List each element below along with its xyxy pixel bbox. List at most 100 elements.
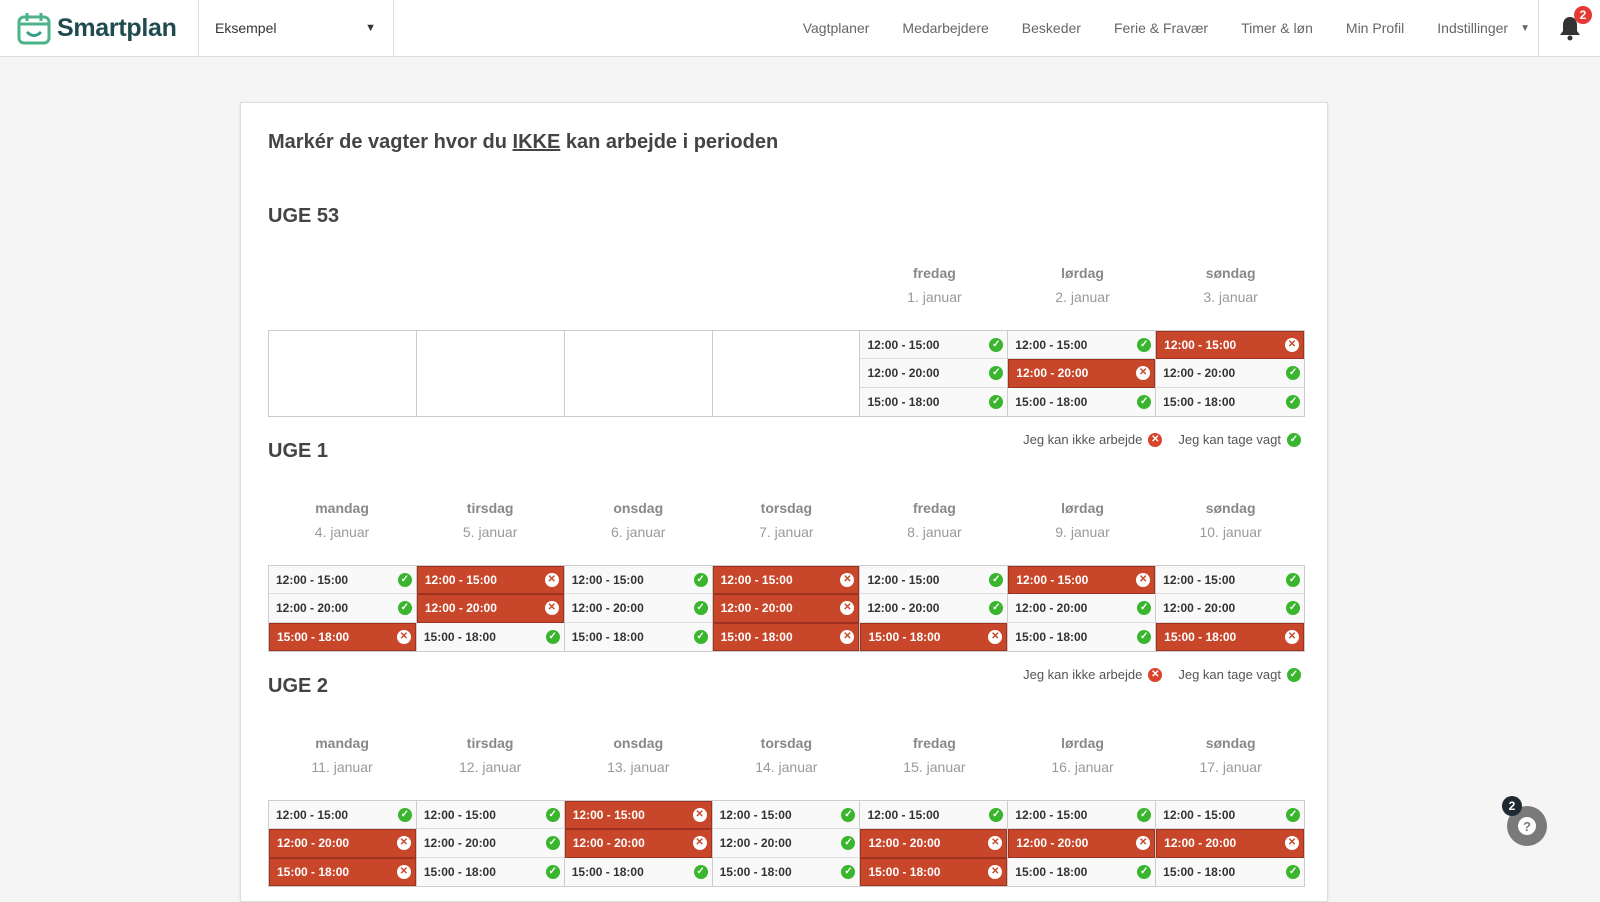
day-header: tirsdag 5. januar bbox=[416, 500, 564, 554]
day-name: lørdag bbox=[1061, 735, 1104, 751]
shift-toggle[interactable]: 12:00 - 20:00 ✕ bbox=[416, 594, 564, 623]
shift-toggle[interactable]: 12:00 - 20:00 ✓ bbox=[1156, 359, 1305, 388]
x-circle-icon: ✕ bbox=[396, 836, 411, 851]
chevron-down-icon[interactable]: ▼ bbox=[1520, 22, 1530, 34]
shift-toggle[interactable]: 12:00 - 15:00 ✓ bbox=[269, 566, 416, 595]
day-header: torsdag 14. januar bbox=[712, 735, 860, 789]
shift-toggle[interactable]: 12:00 - 20:00 ✕ bbox=[1008, 359, 1156, 388]
nav-ferie-fravaer[interactable]: Ferie & Fravær bbox=[1113, 20, 1209, 36]
shift-toggle[interactable]: 12:00 - 15:00 ✓ bbox=[860, 801, 1008, 830]
shift-toggle[interactable]: 15:00 - 18:00 ✓ bbox=[1008, 857, 1156, 886]
shift-time: 15:00 - 18:00 bbox=[1163, 864, 1236, 879]
shift-toggle[interactable]: 12:00 - 20:00 ✓ bbox=[860, 594, 1008, 623]
shift-toggle[interactable]: 15:00 - 18:00 ✓ bbox=[860, 387, 1008, 416]
day-column: 12:00 - 15:00 ✓ 12:00 - 20:00 ✕ 15:00 - 18:0… bbox=[1156, 801, 1305, 886]
shift-toggle[interactable]: 12:00 - 20:00 ✓ bbox=[269, 594, 416, 623]
shift-toggle[interactable]: 15:00 - 18:00 ✕ bbox=[712, 622, 860, 651]
notifications-button[interactable]: 2 bbox=[1538, 0, 1600, 57]
shift-toggle[interactable]: 15:00 - 18:00 ✓ bbox=[1156, 387, 1305, 416]
shift-toggle[interactable]: 12:00 - 15:00 ✓ bbox=[1008, 801, 1156, 830]
shift-toggle[interactable]: 12:00 - 15:00 ✓ bbox=[1008, 331, 1156, 360]
shift-toggle[interactable]: 12:00 - 15:00 ✓ bbox=[564, 566, 712, 595]
nav-indstillinger[interactable]: Indstillinger bbox=[1437, 20, 1509, 36]
shift-toggle[interactable]: 15:00 - 18:00 ✓ bbox=[1008, 622, 1156, 651]
day-column: 12:00 - 15:00 ✕ 12:00 - 20:00 ✓ 15:00 - 18:0… bbox=[1008, 566, 1157, 651]
day-date: 8. januar bbox=[907, 524, 962, 540]
shift-time: 12:00 - 20:00 bbox=[572, 836, 645, 851]
check-circle-icon: ✓ bbox=[1286, 864, 1301, 879]
nav-beskeder[interactable]: Beskeder bbox=[1021, 20, 1081, 36]
day-date: 4. januar bbox=[314, 524, 370, 540]
shift-toggle[interactable]: 12:00 - 20:00 ✓ bbox=[860, 359, 1008, 388]
check-circle-icon: ✓ bbox=[841, 864, 856, 879]
shift-toggle[interactable]: 15:00 - 18:00 ✕ bbox=[860, 622, 1008, 651]
shift-toggle[interactable]: 12:00 - 15:00 ✓ bbox=[269, 801, 416, 830]
shift-toggle[interactable]: 15:00 - 18:00 ✓ bbox=[564, 622, 712, 651]
shift-toggle[interactable]: 15:00 - 18:00 ✕ bbox=[1156, 622, 1305, 651]
check-circle-icon: ✓ bbox=[1286, 572, 1301, 587]
shift-toggle[interactable]: 12:00 - 20:00 ✓ bbox=[1008, 594, 1156, 623]
week-section: UGE 1 mandag 4. januar tirsdag 5. januar onsd… bbox=[268, 440, 1305, 682]
shift-toggle[interactable]: 12:00 - 20:00 ✕ bbox=[269, 829, 416, 858]
shift-toggle[interactable]: 12:00 - 20:00 ✕ bbox=[1008, 829, 1156, 858]
shift-toggle[interactable]: 12:00 - 15:00 ✓ bbox=[860, 331, 1008, 360]
check-circle-icon: ✓ bbox=[397, 572, 412, 587]
shift-toggle[interactable]: 12:00 - 15:00 ✕ bbox=[416, 566, 564, 595]
shift-toggle[interactable]: 12:00 - 20:00 ✕ bbox=[860, 829, 1008, 858]
check-circle-icon: ✓ bbox=[545, 835, 560, 850]
shift-time: 15:00 - 18:00 bbox=[868, 629, 941, 644]
nav-medarbejdere[interactable]: Medarbejdere bbox=[902, 20, 989, 36]
day-header: lørdag 9. januar bbox=[1008, 500, 1156, 554]
day-header: mandag 11. januar bbox=[268, 735, 416, 789]
organization-select[interactable]: Eksempel ▼ bbox=[199, 0, 394, 57]
check-circle-icon: ✓ bbox=[693, 572, 708, 587]
day-column bbox=[713, 331, 861, 416]
shift-toggle[interactable]: 12:00 - 20:00 ✓ bbox=[564, 594, 712, 623]
nav-vagtplaner[interactable]: Vagtplaner bbox=[802, 20, 870, 36]
shift-toggle[interactable]: 12:00 - 20:00 ✕ bbox=[1156, 829, 1305, 858]
shift-toggle[interactable]: 12:00 - 15:00 ✓ bbox=[712, 801, 860, 830]
shift-time: 12:00 - 15:00 bbox=[719, 807, 792, 822]
check-circle-icon: ✓ bbox=[1137, 394, 1152, 409]
day-column: 12:00 - 15:00 ✓ 12:00 - 20:00 ✓ 15:00 - 18:0… bbox=[416, 801, 565, 886]
nav-timer-lon[interactable]: Timer & løn bbox=[1241, 20, 1313, 36]
week-section: UGE 53 fredag 1. januar lørdag 2. januar sønd… bbox=[268, 205, 1305, 447]
shift-toggle[interactable]: 15:00 - 18:00 ✓ bbox=[416, 857, 564, 886]
shift-toggle[interactable]: 15:00 - 18:00 ✓ bbox=[564, 857, 712, 886]
shift-toggle[interactable]: 15:00 - 18:00 ✓ bbox=[416, 622, 564, 651]
shift-toggle[interactable]: 15:00 - 18:00 ✓ bbox=[1156, 857, 1305, 886]
check-circle-icon: ✓ bbox=[989, 337, 1004, 352]
day-date: 13. januar bbox=[607, 759, 670, 775]
shift-toggle[interactable]: 12:00 - 20:00 ✕ bbox=[564, 829, 712, 858]
shift-toggle[interactable]: 12:00 - 15:00 ✕ bbox=[712, 566, 860, 595]
shift-toggle[interactable]: 15:00 - 18:00 ✓ bbox=[712, 857, 860, 886]
shift-toggle[interactable]: 12:00 - 15:00 ✓ bbox=[1156, 566, 1305, 595]
chevron-down-icon: ▼ bbox=[365, 22, 376, 34]
shift-toggle[interactable]: 12:00 - 15:00 ✕ bbox=[1156, 331, 1305, 360]
nav-min-profil[interactable]: Min Profil bbox=[1345, 20, 1405, 36]
logo[interactable]: Smartplan bbox=[0, 0, 199, 57]
shift-toggle[interactable]: 12:00 - 15:00 ✓ bbox=[860, 566, 1008, 595]
shift-toggle[interactable]: 12:00 - 20:00 ✓ bbox=[712, 829, 860, 858]
shift-time: 15:00 - 18:00 bbox=[1015, 629, 1088, 644]
help-button[interactable]: ? 2 bbox=[1502, 796, 1547, 846]
shift-toggle[interactable]: 12:00 - 15:00 ✓ bbox=[416, 801, 564, 830]
shift-time: 12:00 - 15:00 bbox=[1015, 807, 1088, 822]
shift-toggle[interactable]: 12:00 - 15:00 ✕ bbox=[564, 801, 712, 830]
shift-toggle[interactable]: 12:00 - 15:00 ✓ bbox=[1156, 801, 1305, 830]
shift-toggle[interactable]: 15:00 - 18:00 ✓ bbox=[1008, 387, 1156, 416]
shift-toggle[interactable]: 15:00 - 18:00 ✕ bbox=[269, 622, 416, 651]
check-circle-icon: ✓ bbox=[989, 394, 1004, 409]
shift-toggle[interactable]: 15:00 - 18:00 ✕ bbox=[269, 857, 416, 886]
shift-toggle[interactable]: 12:00 - 20:00 ✓ bbox=[416, 829, 564, 858]
shift-time: 12:00 - 20:00 bbox=[1164, 836, 1237, 851]
day-column: 12:00 - 15:00 ✕ 12:00 - 20:00 ✓ 15:00 - 18:0… bbox=[1156, 331, 1305, 416]
day-header bbox=[268, 265, 416, 319]
shift-toggle[interactable]: 15:00 - 18:00 ✕ bbox=[860, 857, 1008, 886]
day-name: onsdag bbox=[613, 500, 664, 516]
shift-toggle[interactable]: 12:00 - 15:00 ✕ bbox=[1008, 566, 1156, 595]
check-circle-icon: ✓ bbox=[1137, 629, 1152, 644]
shift-toggle[interactable]: 12:00 - 20:00 ✓ bbox=[1156, 594, 1305, 623]
shift-toggle[interactable]: 12:00 - 20:00 ✕ bbox=[712, 594, 860, 623]
shift-time: 12:00 - 20:00 bbox=[867, 365, 940, 380]
